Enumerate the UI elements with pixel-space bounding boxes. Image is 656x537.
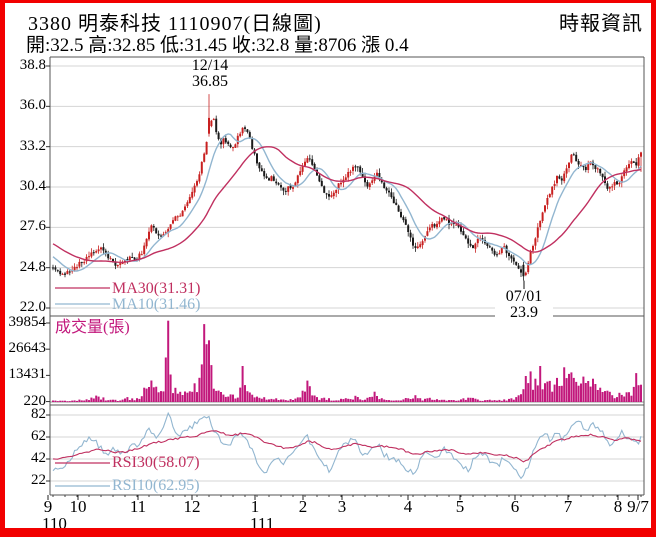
volume-panel-title: 成交量(張): [55, 319, 130, 336]
month-label: 5: [455, 497, 465, 516]
month-label: 9: [43, 497, 53, 516]
month-label: 1: [250, 497, 260, 516]
month-label: 4: [403, 497, 413, 516]
month-label: 12: [183, 497, 201, 516]
month-label: 3: [337, 497, 347, 516]
high-annotation: 12/14 36.85: [180, 58, 240, 90]
low-annotation-price: 23.9: [510, 304, 538, 321]
month-label: 11: [129, 497, 147, 516]
rsi10-line: [52, 411, 642, 480]
high-annotation-price: 36.85: [192, 73, 228, 90]
price-y-label: 38.8: [19, 57, 46, 73]
year-label: 111: [250, 514, 275, 533]
ma30-line: [52, 146, 642, 264]
legend-swatches: [55, 287, 110, 487]
price-y-label: 33.2: [19, 137, 46, 154]
rsi-y-label: 22: [31, 472, 46, 488]
month-label: 2: [298, 497, 308, 516]
volume-y-label: 13431: [8, 366, 47, 383]
ma10-legend: MA10(31.46): [112, 296, 201, 313]
rsi-y-label: 42: [31, 450, 46, 466]
panel-borders: [49, 56, 645, 496]
rsi-y-label: 82: [31, 406, 46, 422]
month-label: 9/7: [627, 497, 649, 516]
ma30-legend: MA30(31.31): [112, 280, 201, 297]
axis-ticks: [46, 65, 642, 500]
month-label: 10: [69, 497, 87, 516]
price-y-label: 27.6: [19, 218, 46, 235]
rsi-y-label: 62: [31, 428, 46, 444]
volume-bars: [52, 320, 642, 403]
data-source-label: 時報資訊: [559, 13, 643, 35]
rsi30-line: [52, 430, 642, 463]
low-annotation-date: 07/01: [505, 288, 543, 305]
month-label: 6: [510, 497, 520, 516]
volume-y-label: 220: [23, 392, 47, 409]
rsi10-legend: RSI10(62.95): [112, 477, 200, 494]
month-label: 7: [563, 497, 573, 516]
volume-y-label: 26643: [8, 340, 47, 357]
volume-y-label: 39854: [8, 314, 47, 330]
ma10-line: [52, 133, 642, 272]
high-annotation-date: 12/14: [191, 57, 229, 74]
price-y-label: 24.8: [19, 258, 46, 275]
page-title: 3380 明泰科技 1110907(日線圖): [28, 13, 322, 35]
year-label: 110: [42, 514, 67, 533]
gridlines: [50, 65, 644, 482]
quote-summary-line: 開:32.5 高:32.85 低:31.45 收:32.8 量:8706 漲 0…: [26, 35, 409, 56]
rsi30-legend: RSI30(58.07): [112, 454, 200, 471]
month-label: 8: [613, 497, 623, 516]
price-y-label: 22.0: [19, 299, 46, 315]
low-annotation: 07/01 23.9: [495, 289, 553, 321]
price-y-label: 36.0: [19, 97, 46, 114]
price-y-label: 30.4: [19, 178, 46, 194]
